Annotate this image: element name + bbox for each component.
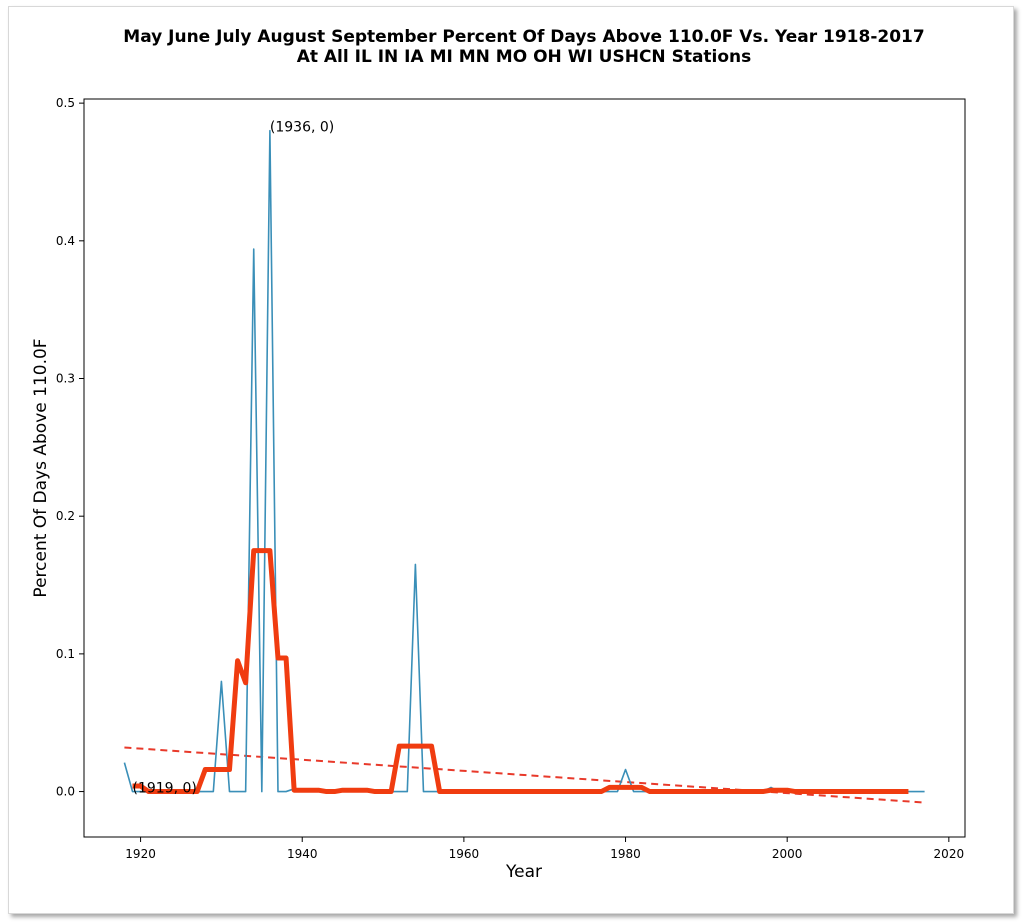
y-tick-label: 0.1 — [56, 647, 75, 661]
x-tick-label: 1920 — [125, 847, 156, 861]
y-axis-label: Percent Of Days Above 110.0F — [31, 338, 51, 597]
y-tick-label: 0.5 — [56, 96, 75, 110]
x-tick-label: 2000 — [772, 847, 803, 861]
x-axis-label: Year — [505, 862, 542, 882]
smoothed-series-line — [132, 548, 909, 795]
y-axis: 0.0 0.1 0.2 0.3 0.4 0.5 — [56, 96, 84, 799]
trend-line — [124, 746, 925, 804]
annotation-label: (1936, 0) — [270, 120, 334, 136]
annotation-label: (1919, 0) — [132, 781, 196, 797]
chart-title-line2: At All IL IN IA MI MN MO OH WI USHCN Sta… — [297, 47, 752, 67]
x-tick-label: 2020 — [934, 847, 965, 861]
x-tick-label: 1980 — [610, 847, 641, 861]
y-tick-label: 0.0 — [56, 785, 75, 799]
y-tick-label: 0.2 — [56, 509, 75, 523]
plot-area — [123, 129, 925, 804]
x-tick-label: 1960 — [449, 847, 480, 861]
y-tick-label: 0.4 — [56, 234, 75, 248]
x-tick-label: 1940 — [287, 847, 318, 861]
chart-title-line1: May June July August September Percent O… — [123, 27, 924, 47]
chart-frame — [8, 6, 1014, 914]
annual-series-line — [123, 129, 925, 793]
axes-frame — [83, 98, 966, 838]
y-tick-label: 0.3 — [56, 372, 75, 386]
x-axis: 1920 1940 1960 1980 2000 2020 — [125, 837, 964, 861]
annotations: (1936, 0) (1919, 0) — [132, 120, 334, 797]
